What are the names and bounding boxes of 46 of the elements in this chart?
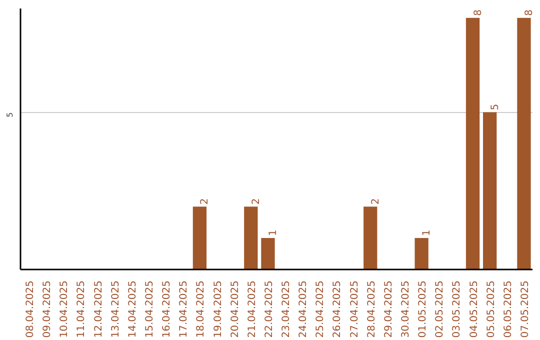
x-tick-label: 11.04.2025 xyxy=(76,280,88,338)
bar xyxy=(517,18,531,270)
bar xyxy=(192,206,207,270)
x-tick-label: 14.04.2025 xyxy=(127,280,138,338)
x-tick-label: 21.04.2025 xyxy=(246,280,258,338)
x-tick-label: 09.04.2025 xyxy=(42,280,54,338)
data-label: 2 xyxy=(250,198,262,205)
x-tick-label: 01.05.2025 xyxy=(418,280,429,338)
x-tick-label: 05.05.2025 xyxy=(486,280,497,338)
x-tick-label: 26.04.2025 xyxy=(332,280,344,338)
bar xyxy=(244,206,258,270)
x-tick-label: 20.04.2025 xyxy=(230,280,241,338)
data-label: 2 xyxy=(370,198,382,205)
x-tick-label: 04.05.2025 xyxy=(468,280,480,338)
x-tick-label: 08.04.2025 xyxy=(25,280,36,338)
x-tick-label: 30.04.2025 xyxy=(400,280,412,338)
x-tick-label: 18.04.2025 xyxy=(196,280,207,338)
data-label: 8 xyxy=(472,10,484,16)
bar xyxy=(364,206,378,270)
data-label: 1 xyxy=(268,230,279,236)
x-tick-label: 10.04.2025 xyxy=(59,280,70,338)
x-tick-label: 27.04.2025 xyxy=(349,280,360,338)
bar xyxy=(466,18,480,270)
x-tick-label: 07.05.2025 xyxy=(520,280,531,338)
x-tick-label: 13.04.2025 xyxy=(110,280,122,338)
x-tick-label: 16.04.2025 xyxy=(162,280,173,338)
x-tick-label: 29.04.2025 xyxy=(383,280,394,338)
bar xyxy=(483,112,497,270)
data-label: 2 xyxy=(200,198,211,205)
x-tick-label: 12.04.2025 xyxy=(93,280,104,338)
x-tick-label: 15.04.2025 xyxy=(144,280,156,338)
data-label: 5 xyxy=(490,104,501,110)
x-tick-label: 28.04.2025 xyxy=(366,280,378,338)
bar xyxy=(261,238,275,270)
bar xyxy=(414,238,428,270)
data-label: 8 xyxy=(524,10,535,16)
x-tick-label: 25.04.2025 xyxy=(315,280,326,338)
x-tick-label: 22.04.2025 xyxy=(264,280,275,338)
x-tick-label: 17.04.2025 xyxy=(178,280,190,338)
x-tick-label: 03.05.2025 xyxy=(452,280,463,338)
data-label: 1 xyxy=(422,230,433,236)
x-tick-label: 23.04.2025 xyxy=(281,280,292,338)
x-tick-label: 06.05.2025 xyxy=(502,280,514,338)
x-tick-label: 02.05.2025 xyxy=(434,280,446,338)
x-tick-label: 19.04.2025 xyxy=(212,280,224,338)
x-tick-label: 24.04.2025 xyxy=(298,280,310,338)
